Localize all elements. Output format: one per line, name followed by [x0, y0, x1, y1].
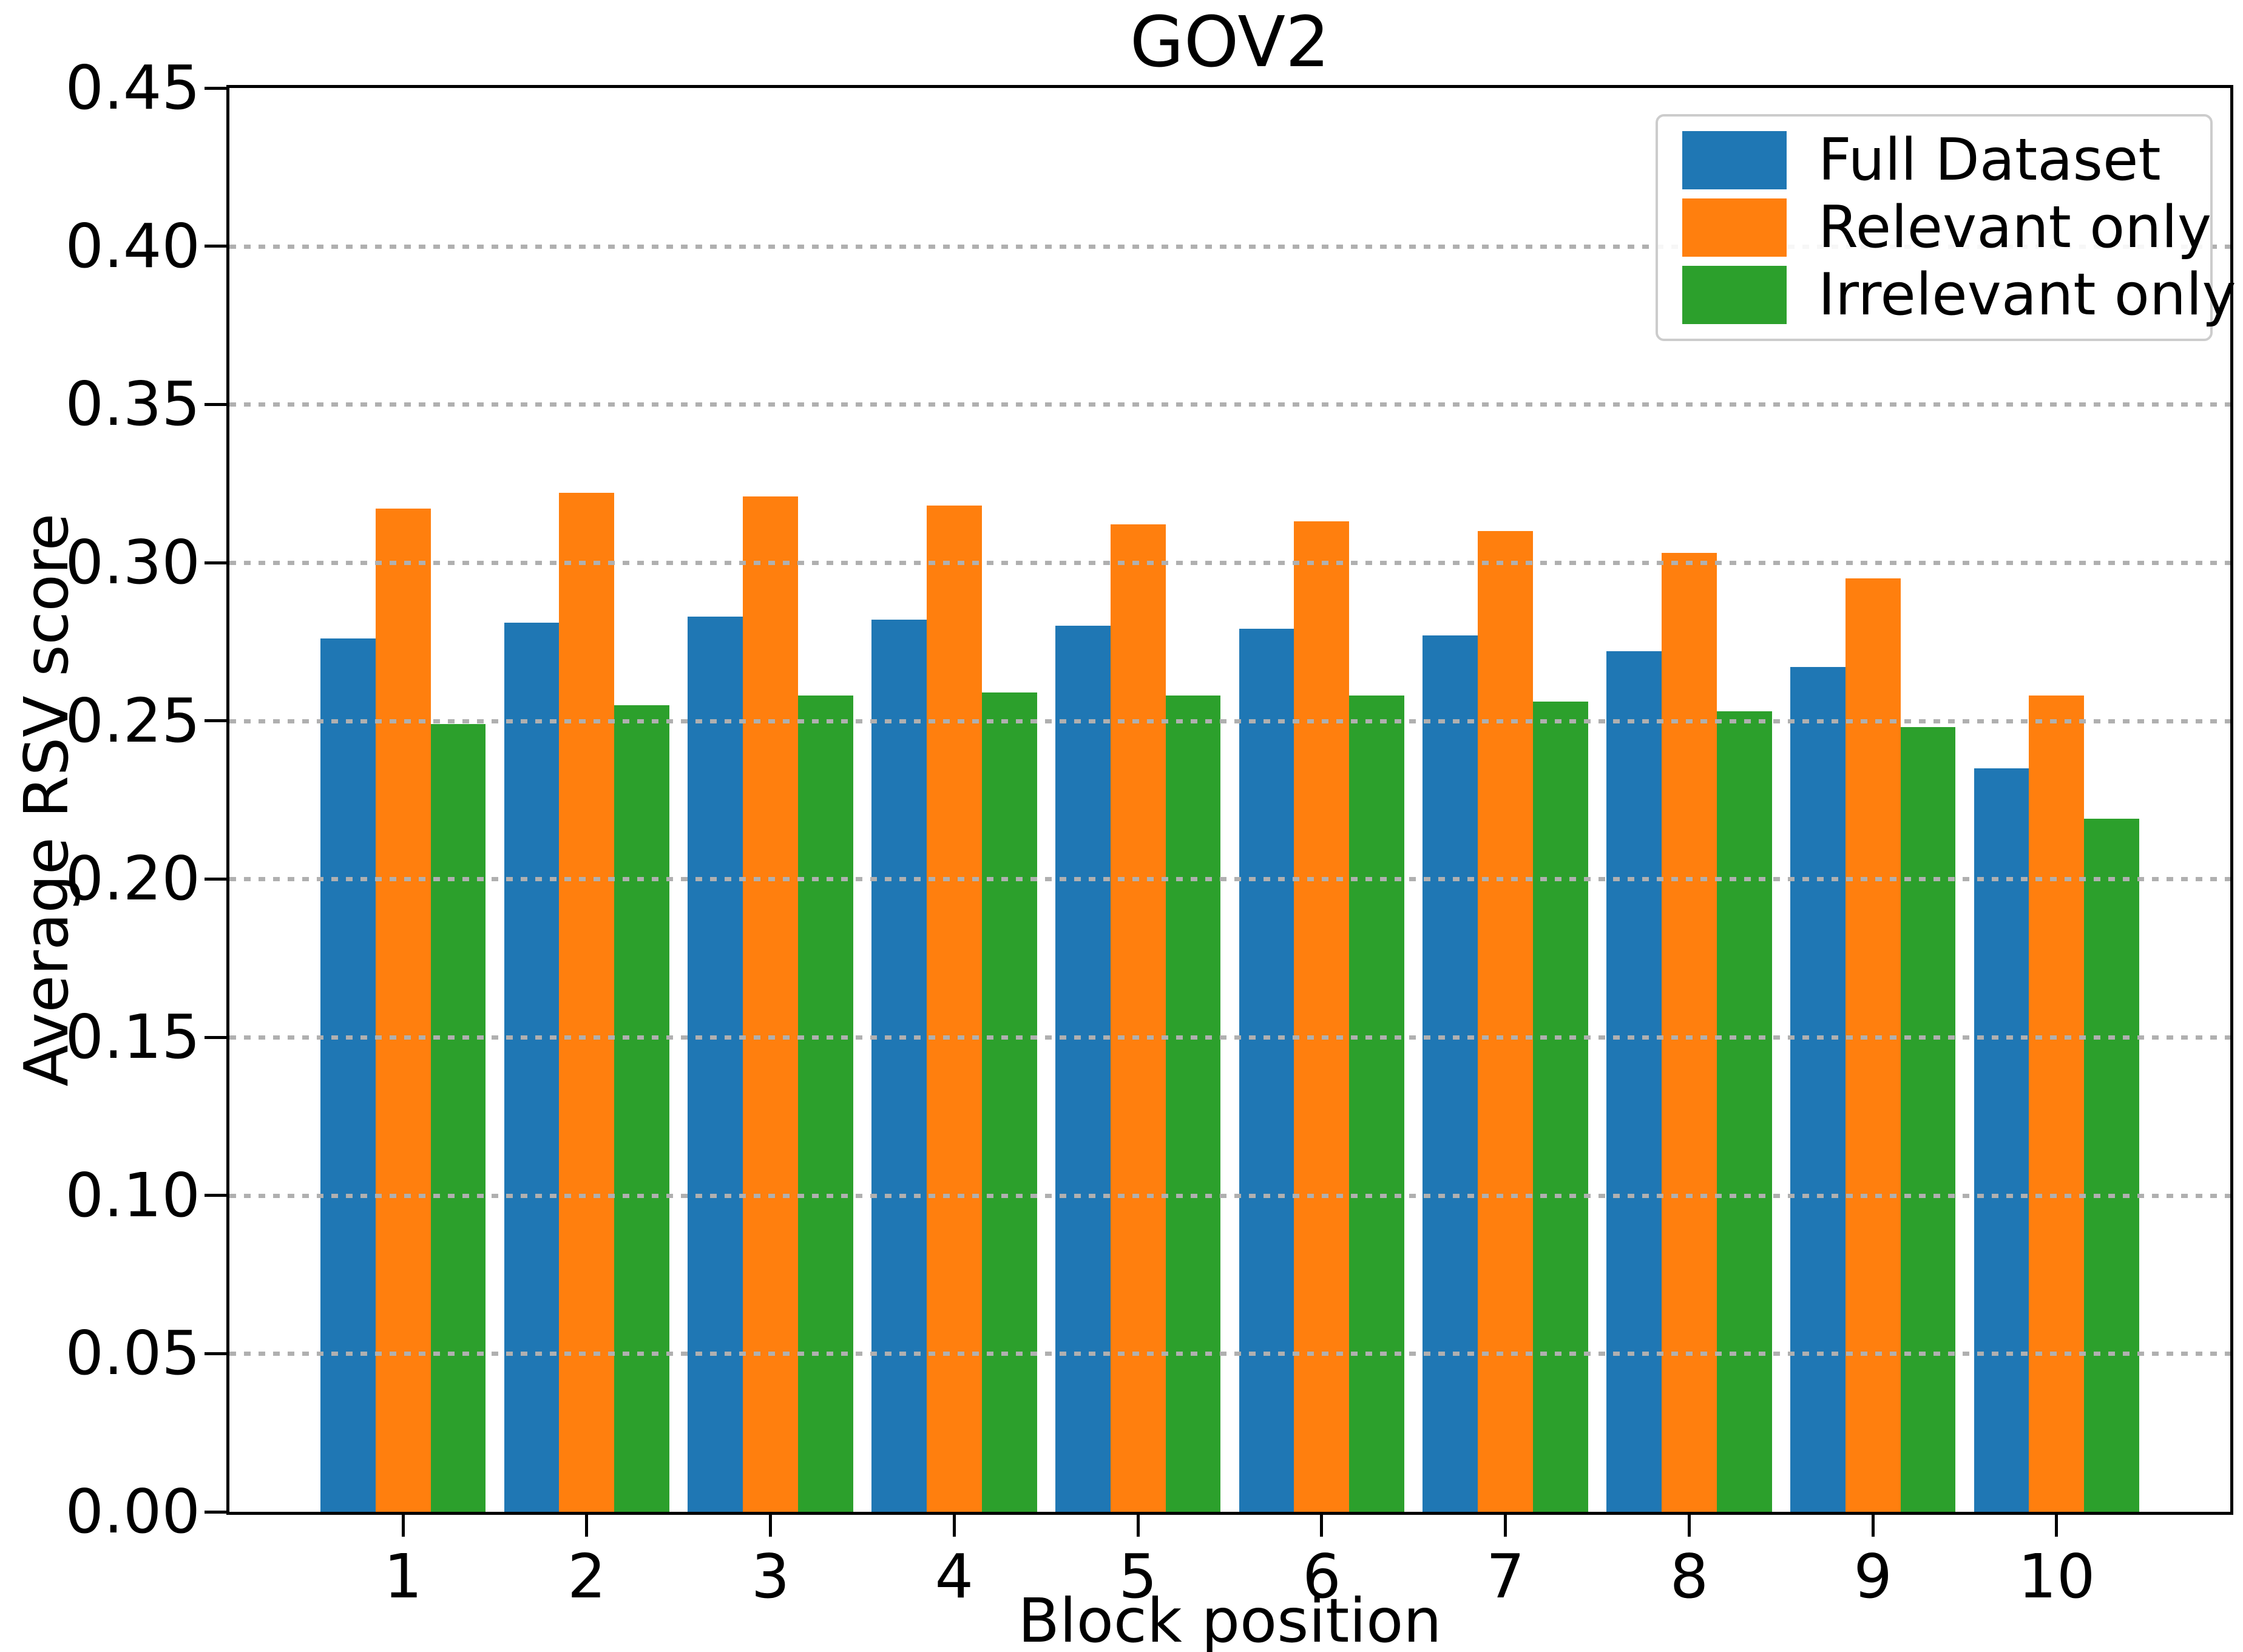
bar-relevant-only-10 — [2029, 695, 2085, 1512]
y-tick-label-0.15: 0.15 — [65, 1001, 200, 1072]
bar-irrelevant-only-6 — [1349, 695, 1405, 1512]
x-tick-label-2: 2 — [567, 1541, 606, 1612]
x-tick-3 — [769, 1515, 773, 1537]
bar-relevant-only-7 — [1478, 530, 1534, 1512]
bar-relevant-only-5 — [1110, 524, 1166, 1512]
bar-full-dataset-2 — [504, 623, 560, 1512]
x-tick-label-10: 10 — [2018, 1541, 2096, 1612]
y-tick-0.35 — [205, 402, 226, 406]
legend: Full Dataset Relevant only Irrelevant on… — [1656, 114, 2236, 341]
chart-title: GOV2 — [1129, 2, 1330, 83]
gridline-y-0.40 — [229, 244, 2230, 249]
bar-full-dataset-7 — [1423, 635, 1478, 1512]
x-tick-8 — [1687, 1515, 1691, 1537]
x-tick-9 — [1871, 1515, 1875, 1537]
full-dataset-swatch-icon — [1682, 130, 1787, 189]
bar-relevant-only-1 — [375, 509, 431, 1512]
bar-full-dataset-1 — [320, 638, 376, 1512]
bar-irrelevant-only-2 — [614, 705, 670, 1512]
legend-label: Relevant only — [1818, 194, 2212, 261]
y-tick-label-0.25: 0.25 — [65, 685, 200, 756]
bar-irrelevant-only-4 — [981, 692, 1037, 1512]
relevant-only-swatch-icon — [1682, 198, 1787, 257]
y-tick-0.30 — [205, 561, 226, 564]
bar-relevant-only-8 — [1661, 553, 1717, 1512]
y-tick-0.15 — [205, 1035, 226, 1039]
x-tick-label-5: 5 — [1118, 1541, 1157, 1612]
x-tick-5 — [1136, 1515, 1140, 1537]
y-tick-label-0.00: 0.00 — [65, 1476, 200, 1547]
bar-full-dataset-5 — [1055, 626, 1111, 1512]
gridline-y-0.10 — [229, 1193, 2230, 1198]
y-tick-label-0.40: 0.40 — [65, 210, 200, 282]
irrelevant-only-swatch-icon — [1682, 266, 1787, 325]
legend-item-irrelevant-only: Irrelevant only — [1682, 262, 2236, 328]
bar-full-dataset-9 — [1790, 667, 1845, 1512]
y-tick-0.20 — [205, 877, 226, 881]
grid-layer — [229, 88, 2230, 1512]
gridline-y-0.30 — [229, 561, 2230, 565]
bar-full-dataset-6 — [1239, 629, 1294, 1512]
bar-full-dataset-4 — [871, 619, 927, 1512]
y-tick-label-0.35: 0.35 — [65, 368, 200, 440]
x-tick-1 — [401, 1515, 405, 1537]
gridline-y-0.15 — [229, 1035, 2230, 1040]
x-tick-10 — [2055, 1515, 2059, 1537]
bar-irrelevant-only-10 — [2084, 819, 2140, 1512]
legend-item-full-dataset: Full Dataset — [1682, 127, 2186, 194]
bar-irrelevant-only-1 — [430, 723, 486, 1512]
gridline-y-0.25 — [229, 719, 2230, 723]
y-tick-0.00 — [205, 1510, 226, 1514]
gridline-y-0.05 — [229, 1352, 2230, 1356]
bar-full-dataset-10 — [1974, 768, 2029, 1512]
bar-full-dataset-3 — [688, 616, 743, 1512]
bar-relevant-only-2 — [559, 493, 615, 1512]
y-tick-label-0.45: 0.45 — [65, 52, 200, 123]
x-tick-label-3: 3 — [751, 1541, 790, 1612]
legend-label: Irrelevant only — [1818, 262, 2236, 329]
y-tick-label-0.10: 0.10 — [65, 1159, 200, 1231]
x-tick-6 — [1320, 1515, 1324, 1537]
gridline-y-0.35 — [229, 402, 2230, 407]
x-tick-4 — [952, 1515, 956, 1537]
bars-layer — [229, 88, 2230, 1512]
y-tick-label-0.20: 0.20 — [65, 843, 200, 915]
bar-irrelevant-only-9 — [1900, 727, 1956, 1512]
bar-relevant-only-3 — [743, 496, 798, 1512]
y-tick-label-0.05: 0.05 — [65, 1318, 200, 1389]
x-tick-7 — [1504, 1515, 1507, 1537]
y-tick-0.10 — [205, 1194, 226, 1197]
legend-item-relevant-only: Relevant only — [1682, 194, 2211, 261]
x-tick-label-4: 4 — [935, 1541, 974, 1612]
bar-relevant-only-6 — [1294, 521, 1350, 1512]
legend-label: Full Dataset — [1818, 126, 2161, 194]
y-tick-label-0.30: 0.30 — [65, 527, 200, 598]
x-tick-label-7: 7 — [1486, 1541, 1525, 1612]
bar-irrelevant-only-7 — [1533, 702, 1588, 1512]
x-tick-label-1: 1 — [384, 1541, 422, 1612]
x-tick-label-8: 8 — [1670, 1541, 1709, 1612]
x-axis-label: Block position — [1018, 1585, 1442, 1652]
y-axis-label: Average RSV score — [11, 513, 82, 1087]
x-tick-label-9: 9 — [1853, 1541, 1892, 1612]
bar-full-dataset-8 — [1606, 651, 1662, 1512]
x-tick-2 — [585, 1515, 589, 1537]
bar-irrelevant-only-3 — [798, 695, 853, 1512]
y-tick-0.05 — [205, 1352, 226, 1355]
bar-relevant-only-4 — [926, 506, 982, 1512]
bar-irrelevant-only-8 — [1716, 711, 1772, 1512]
y-tick-0.40 — [205, 245, 226, 248]
x-tick-label-6: 6 — [1302, 1541, 1341, 1612]
gridline-y-0.20 — [229, 877, 2230, 882]
y-tick-0.45 — [205, 86, 226, 90]
y-tick-0.25 — [205, 719, 226, 723]
bar-relevant-only-9 — [1845, 578, 1901, 1512]
bar-irrelevant-only-5 — [1165, 695, 1221, 1512]
